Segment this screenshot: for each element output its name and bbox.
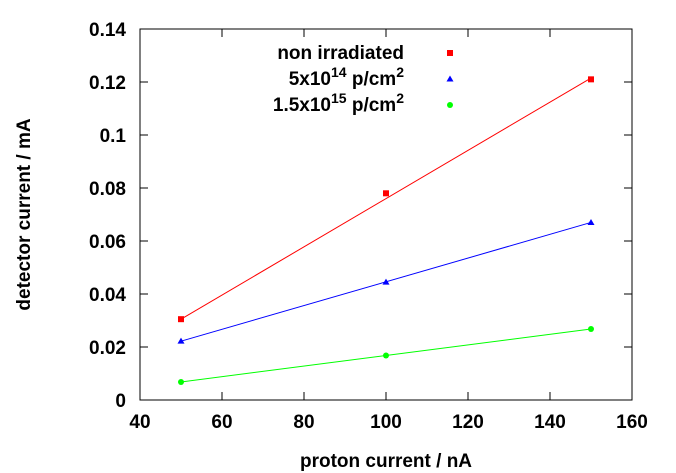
y-tick-label: 0.02 (89, 338, 126, 359)
legend-label-series-2: 1.5x1015 p/cm2 (273, 90, 404, 116)
legend-marker-series-2 (447, 102, 453, 108)
y-tick-label: 0.08 (89, 179, 126, 200)
y-axis-label: detector current / mA (14, 118, 35, 310)
fit-lines (180, 77, 592, 383)
x-tick-label: 140 (534, 412, 566, 433)
x-tick-label: 40 (129, 412, 150, 433)
data-markers (177, 76, 595, 385)
y-tick-label: 0.1 (100, 126, 127, 147)
axis-ticks: 40 60 80 100 120 140 160 0 0.02 0.04 0.06 0.08 0.1 0.… (89, 20, 648, 433)
y-tick-label: 0.14 (89, 20, 126, 41)
data-point-series-2 (178, 378, 184, 385)
fit-line-series-0 (180, 77, 592, 320)
x-axis-label: proton current / nA (300, 451, 472, 472)
legend-marker-series-0 (447, 50, 453, 56)
legend-label-series-1: 5x1014 p/cm2 (289, 64, 404, 90)
legend-label-series-0: non irradiated (277, 43, 404, 64)
y-tick-label: 0 (115, 391, 126, 412)
x-tick-label: 60 (211, 412, 232, 433)
y-tick-label: 0.06 (89, 232, 126, 253)
x-tick-label: 80 (293, 412, 314, 433)
data-point-series-1 (382, 278, 390, 285)
data-point-series-2 (383, 352, 389, 359)
data-point-series-2 (588, 325, 594, 332)
y-tick-label: 0.04 (89, 285, 126, 306)
data-point-series-1 (177, 337, 185, 344)
data-point-series-1 (587, 218, 595, 225)
x-tick-label: 160 (616, 412, 648, 433)
legend-marker-series-1 (446, 75, 454, 82)
data-point-series-0 (178, 316, 184, 323)
x-tick-label: 120 (452, 412, 484, 433)
data-point-series-0 (588, 76, 594, 83)
data-point-series-0 (383, 190, 389, 197)
x-tick-label: 100 (370, 412, 402, 433)
y-tick-label: 0.12 (89, 73, 126, 94)
